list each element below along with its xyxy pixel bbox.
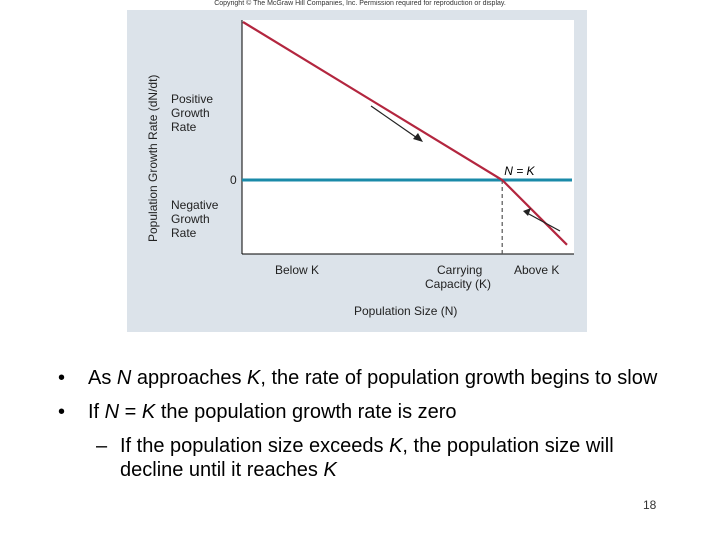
bullet-1-var-n: N	[116, 367, 132, 389]
sub-bullet-var-k2: K	[323, 459, 337, 481]
bullet-1-var-k: K	[247, 367, 261, 389]
below-k-label: Below K	[275, 263, 319, 277]
bullet-item-2: If N = K the population growth rate is z…	[58, 400, 658, 424]
bullet-2-text-a: If	[88, 401, 105, 423]
negative-label-line1: Negative	[171, 198, 219, 212]
positive-label-line3: Rate	[171, 120, 197, 134]
positive-label-line1: Positive	[171, 92, 213, 106]
sub-bullet-text-a: If the population size exceeds	[120, 435, 390, 457]
negative-label-line2: Growth	[171, 212, 210, 226]
zero-tick-label: 0	[230, 173, 237, 187]
bullet-1-text-a: As	[88, 367, 117, 389]
bullet-2-text-b: =	[119, 401, 142, 423]
bullet-2-text-c: the population growth rate is zero	[155, 401, 457, 423]
x-axis-label: Population Size (N)	[354, 304, 457, 318]
arrow-up-left-icon	[523, 208, 561, 232]
sub-bullet-item: – If the population size exceeds K, the …	[58, 434, 658, 482]
bullet-2-var-n: N	[104, 401, 120, 423]
bullet-1-text-c: , the rate of population growth begins t…	[260, 367, 658, 389]
negative-label-line3: Rate	[171, 226, 197, 240]
bullet-item-1: As N approaches K, the rate of populatio…	[58, 366, 658, 390]
plot-area	[242, 20, 574, 254]
sub-bullet-var-k1: K	[389, 435, 403, 457]
arrow-down-right-icon	[370, 105, 423, 142]
growth-rate-figure: N = K Population Growth Rate (dN/dt) Pos…	[127, 10, 587, 332]
growth-rate-chart: N = K Population Growth Rate (dN/dt) Pos…	[127, 10, 587, 332]
n-equals-k-label: N = K	[504, 164, 535, 178]
bullet-1-text-b: approaches	[131, 367, 247, 389]
y-axis-label: Population Growth Rate (dN/dt)	[146, 75, 160, 242]
bullet-2-var-k: K	[141, 401, 156, 423]
positive-label-line2: Growth	[171, 106, 210, 120]
copyright-notice: Copyright © The McGraw Hill Companies, I…	[214, 0, 506, 7]
sub-bullet-dash: –	[96, 435, 108, 457]
bullet-list: As N approaches K, the rate of populatio…	[58, 366, 658, 482]
above-k-label: Above K	[514, 263, 559, 277]
sub-bullet-text-b: , the population size will decline until…	[120, 435, 614, 481]
slide-number: 18	[643, 498, 657, 512]
carrying-label-line1: Carrying	[437, 263, 482, 277]
carrying-label-line2: Capacity (K)	[425, 277, 491, 291]
